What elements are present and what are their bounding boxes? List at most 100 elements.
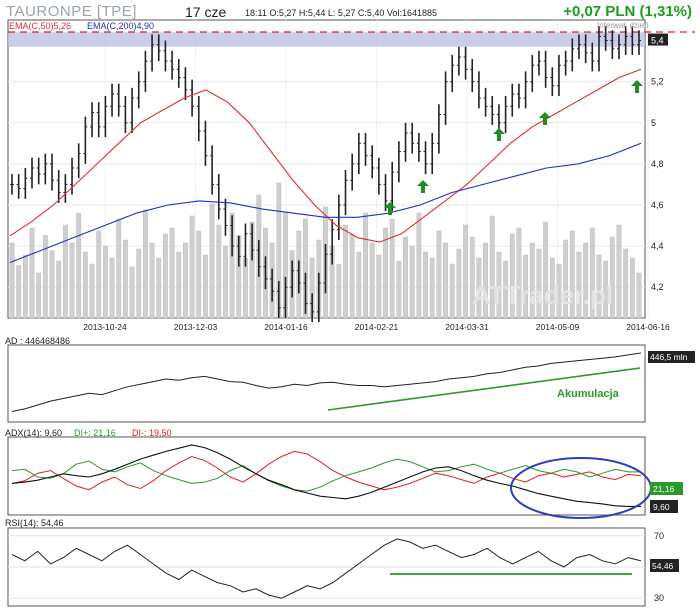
axis-labels: 4,2 4,4 4,6 4,8 5 5,2 5,4 2013-10-24 2013-12-03 2…: [83, 33, 670, 332]
ema50-label: EMA(C,50)5,26: [9, 21, 72, 31]
volume-bar: [109, 257, 115, 319]
volume-bar: [449, 263, 455, 319]
rsi-tick-label: 70: [654, 531, 664, 541]
volume-bar: [223, 245, 228, 319]
volume-bar: [249, 221, 255, 319]
volume-bar: [62, 224, 68, 319]
price-change: +0,07 PLN (1,31%): [563, 3, 692, 20]
volume-bar: [629, 257, 635, 319]
ad-line: [11, 352, 642, 412]
adx-value-label: 9,60: [653, 502, 670, 512]
volume-bar: [409, 245, 415, 319]
volume-bar: [243, 257, 248, 319]
support-arrow: [493, 128, 505, 141]
volume-bar: [203, 254, 208, 319]
rsi-tick-label: 30: [654, 593, 664, 603]
ad-trendline: [327, 367, 641, 411]
volume-bar: [363, 212, 368, 319]
volume-bar: [623, 248, 629, 319]
volume-bar: [583, 242, 589, 319]
di-minus-line: [11, 450, 642, 491]
volume-bar: [122, 239, 128, 319]
volume-bar: [143, 209, 148, 319]
di-plus-value-box: [650, 482, 683, 495]
ad-value-label: 446,5 mln: [650, 352, 688, 362]
volume-bar: [423, 251, 428, 319]
ohlc-readout: 18:11 O:5,27 H:5,44 L: 5,27 C:5,40 Vol:1…: [245, 8, 437, 18]
volume-bar: [156, 257, 162, 319]
volume-bar: [636, 272, 642, 319]
volume-bar: [503, 260, 508, 319]
last-price-label: 5,4: [651, 36, 664, 46]
volume-bar: [69, 242, 75, 319]
volume-bar: [529, 242, 535, 319]
rsi-value-label: 54,46: [652, 561, 674, 571]
volume-bar: [356, 251, 362, 319]
x-tick-label: 2013-12-03: [174, 322, 218, 332]
volume-bar: [163, 233, 168, 319]
annotation-akumulacja: Akumulacja: [557, 388, 620, 400]
ad-panel: 446,5 mln: [11, 351, 695, 412]
volume-bar: [136, 248, 142, 319]
volume-bar: [469, 236, 475, 319]
di-minus-label: DI-: 19,50: [132, 428, 172, 438]
x-tick-label: 2014-05-09: [536, 322, 580, 332]
ema200-label: EMA(C,200)4,90: [87, 21, 155, 31]
volume-bar: [556, 263, 562, 319]
volume-bar: [22, 254, 28, 319]
ema50-line: [9, 68, 642, 243]
volume-bar: [29, 227, 35, 319]
panel-frame-ad: [7, 344, 646, 423]
volume-bar: [596, 254, 602, 319]
ticker-title: TAURONPE [TPE]: [6, 3, 137, 20]
rsi-panel: 70503054,46: [8, 531, 679, 603]
volume-bar: [436, 230, 442, 319]
volume-bar: [189, 215, 195, 319]
volume-bar: [416, 212, 422, 319]
volume-bar: [549, 257, 555, 319]
volume-bar: [576, 251, 582, 319]
y-tick-label: 4,6: [651, 200, 664, 210]
volume-bar: [369, 242, 375, 319]
rsi-value-box: [650, 559, 679, 572]
volume-bar: [196, 230, 202, 319]
volume-bar: [463, 224, 468, 319]
volume-bar: [496, 251, 502, 319]
volume-bar: [229, 212, 235, 319]
volume-bar: [509, 233, 515, 319]
volume-bar: [303, 218, 308, 319]
x-tick-label: 2014-02-21: [355, 322, 399, 332]
support-arrows: [384, 80, 643, 215]
ema200-line: [9, 142, 642, 264]
ad-label: AD : 446468486: [5, 336, 71, 346]
quote-date: 17 cze: [185, 4, 227, 20]
di-plus-line: [11, 458, 641, 492]
volume-bar: [383, 227, 388, 319]
di-plus-value-label: 21,16: [653, 484, 675, 494]
panel-frame-adx: [7, 436, 646, 516]
volume-bar: [183, 242, 188, 319]
volume-bar: [569, 230, 575, 319]
volume-bar: [9, 242, 15, 319]
volume-bar: [89, 263, 95, 319]
volume-bar: [82, 251, 88, 319]
volume-bar: [396, 260, 402, 319]
volume-bar: [349, 233, 355, 319]
volume-bar: [483, 242, 488, 319]
volume-bar: [343, 224, 348, 319]
volume-bar: [102, 245, 108, 319]
volume-bar: [456, 248, 462, 319]
volume-bar: [389, 218, 395, 319]
interval-label: Interwał: dzień: [597, 21, 649, 30]
volume-bar: [376, 254, 382, 319]
y-tick-label: 5,2: [651, 77, 664, 87]
ema-lines: [9, 68, 642, 264]
volume-bar: [443, 242, 448, 319]
price-series: [10, 26, 641, 323]
volume-bar: [403, 236, 408, 319]
volume-bar: [116, 218, 122, 319]
volume-bar: [536, 248, 542, 319]
volume-bar: [49, 250, 55, 319]
volume-bar: [56, 260, 62, 319]
